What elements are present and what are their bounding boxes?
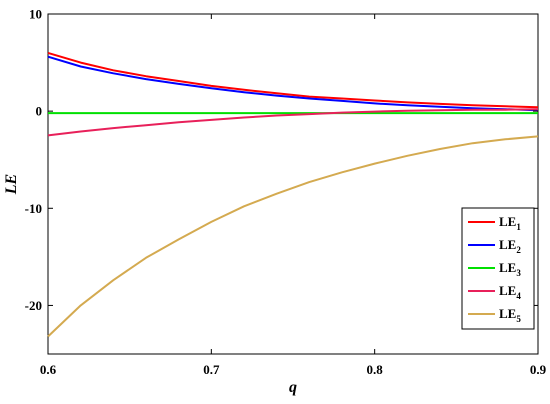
legend-label-le3: LE3	[499, 260, 521, 278]
series-line-le1	[47, 51, 539, 109]
x-tick-label: 0.6	[40, 362, 57, 377]
x-axis-label: q	[289, 379, 297, 396]
x-tick-label: 0.8	[367, 362, 384, 377]
series-line-le4	[47, 108, 539, 137]
axes-layer: 0.6 0.7 0.8 0.9 10 0 -10 -20	[25, 7, 547, 378]
y-axis-label: LE	[3, 174, 20, 195]
plot-area	[47, 13, 539, 355]
y-tick-label: -20	[25, 298, 42, 313]
y-tick-label: 10	[29, 7, 42, 22]
y-tick-label: -10	[25, 201, 42, 216]
y-tick-label: 0	[36, 104, 43, 119]
series-layer	[47, 51, 539, 338]
x-tick-label: 0.9	[530, 362, 547, 377]
legend-label-le1: LE1	[499, 214, 521, 232]
series-line-le2	[47, 55, 539, 112]
legend-label-le4: LE4	[499, 283, 521, 301]
series-line-le5	[47, 135, 539, 338]
legend-label-le5: LE5	[499, 306, 521, 324]
legend-label-le2: LE2	[499, 237, 521, 255]
x-tick-label: 0.7	[203, 362, 220, 377]
legend: LE1 LE2 LE3 LE4 LE5	[461, 207, 535, 330]
